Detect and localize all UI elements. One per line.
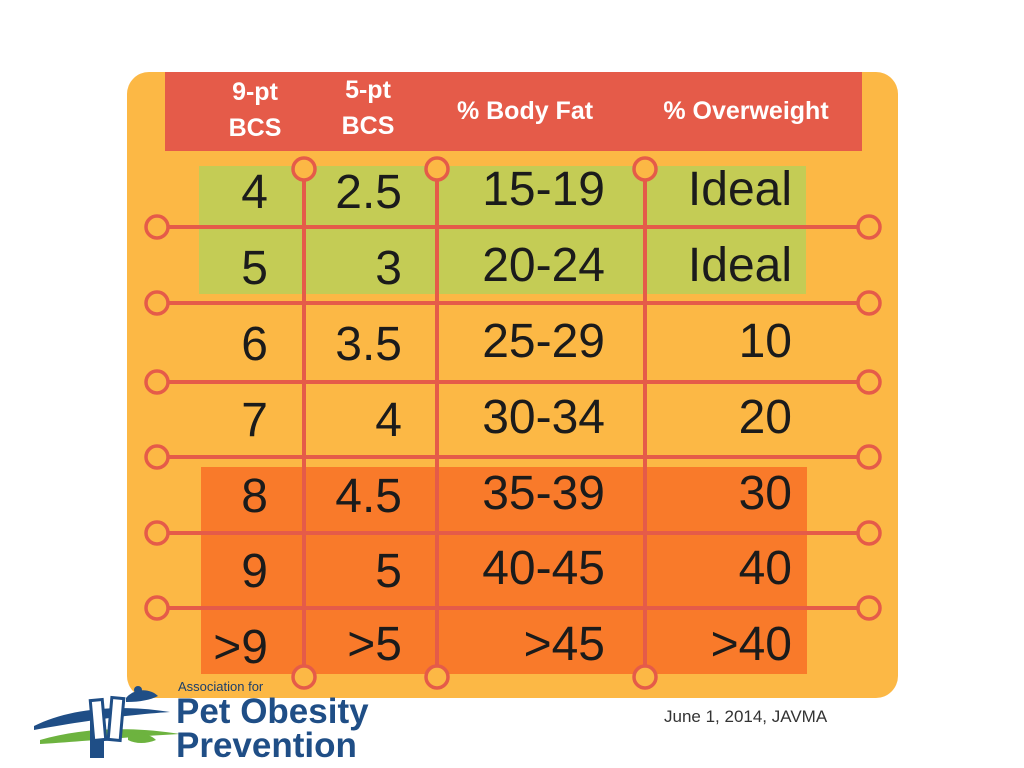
row7-body-fat: >45 <box>523 618 605 671</box>
row3-bcs9: 6 <box>241 318 268 371</box>
row7-overweight: >40 <box>710 618 792 671</box>
row6-overweight: 40 <box>738 542 792 595</box>
row6-bcs5: 5 <box>375 545 402 598</box>
row1-bcs9: 4 <box>241 166 268 219</box>
row6-body-fat: 40-45 <box>482 542 605 595</box>
header-overweight: % Overweight <box>663 97 829 125</box>
row7-bcs9: >9 <box>213 621 268 674</box>
row6-bcs9: 9 <box>241 545 268 598</box>
row3-body-fat: 25-29 <box>482 315 605 368</box>
row4-bcs9: 7 <box>241 394 268 447</box>
row4-bcs5: 4 <box>375 394 402 447</box>
row3-overweight: 10 <box>738 315 792 368</box>
citation: June 1, 2014, JAVMA <box>664 707 828 726</box>
header-body-fat: % Body Fat <box>456 97 594 125</box>
table-header <box>165 72 862 151</box>
row2-overweight: Ideal <box>687 239 792 292</box>
row7-bcs5: >5 <box>347 618 402 671</box>
row3-bcs5: 3.5 <box>335 318 402 371</box>
row5-bcs9: 8 <box>241 470 268 523</box>
row2-body-fat: 20-24 <box>482 239 605 292</box>
ideal-band <box>199 166 806 294</box>
header-9pt-bcs: 9-pt BCS <box>228 78 282 142</box>
row1-overweight: Ideal <box>687 163 792 216</box>
row5-body-fat: 35-39 <box>482 467 605 520</box>
row5-overweight: 30 <box>738 467 792 520</box>
logo-title-line2: Prevention <box>176 726 357 765</box>
row1-body-fat: 15-19 <box>482 163 605 216</box>
header-5pt-bcs: 5-pt BCS <box>341 76 395 140</box>
row1-bcs5: 2.5 <box>335 166 402 219</box>
pet-scale-logo-icon <box>34 686 180 758</box>
row5-bcs5: 4.5 <box>335 470 402 523</box>
row4-body-fat: 30-34 <box>482 391 605 444</box>
row2-bcs5: 3 <box>375 242 402 295</box>
row4-overweight: 20 <box>738 391 792 444</box>
logo-title-line1: Pet Obesity <box>176 692 369 731</box>
row2-bcs9: 5 <box>241 242 268 295</box>
logo-tagline: Association for <box>178 679 264 694</box>
